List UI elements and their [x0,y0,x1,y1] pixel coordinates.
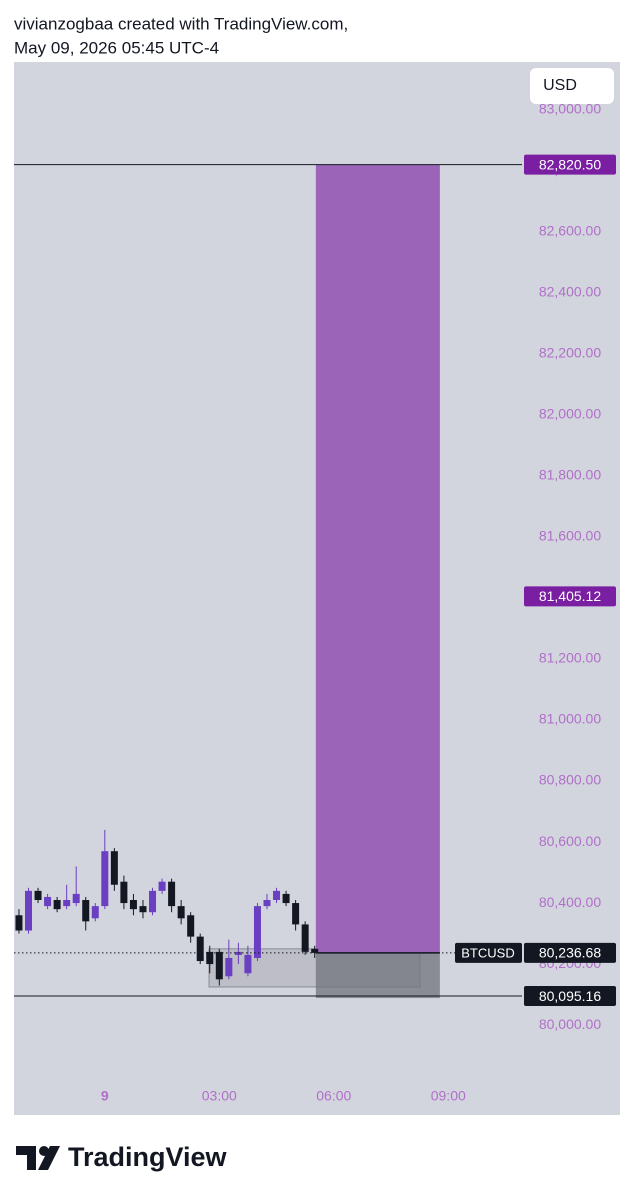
candle-body [215,951,223,980]
y-tick-label: 80,600.00 [539,833,601,849]
logo-text: TradingView [68,1142,228,1172]
price-tag [524,986,616,1007]
y-tick-label: 83,000.00 [539,101,601,117]
candle-body [253,906,261,958]
candle-body [101,851,109,907]
x-tick-label: 09:00 [431,1088,466,1104]
candle-body [63,900,71,907]
header-line: vivianzogbaa created with TradingView.co… [14,14,348,33]
price-tag [524,154,616,175]
y-tick-label: 81,000.00 [539,711,601,727]
symbol-tag [455,942,522,963]
candle-body [91,906,99,919]
x-tick-label: 03:00 [202,1088,237,1104]
candle-body [120,881,128,904]
price-tag [524,586,616,607]
candle-body [72,893,80,904]
candle-body [234,951,242,955]
candle-body [15,915,23,931]
y-tick-label: 81,600.00 [539,528,601,544]
price-tag-label: 80,236.68 [539,945,601,961]
x-tick-label: 9 [101,1088,109,1104]
candle-body [168,881,176,907]
candle-body [110,851,118,885]
candle-body [25,890,33,931]
candle-body [282,893,290,904]
candle-body [244,954,252,974]
candle-body [292,903,300,925]
currency-label: USD [543,77,577,94]
candle-body [301,924,309,952]
chart: 80,000.0080,200.0080,400.0080,600.0080,8… [14,101,616,1104]
candle-body [225,957,233,977]
price-tag-label: 80,095.16 [539,988,601,1004]
price-tag [524,942,616,963]
candle-body [158,881,166,891]
candle-body [82,900,90,922]
stop-zone [315,952,440,999]
candle-body [34,890,42,901]
candle-body [177,906,185,919]
y-tick-label: 81,800.00 [539,467,601,483]
target-zone [315,164,440,953]
candle-body [196,936,204,962]
price-tag-label: 81,405.12 [539,588,601,604]
candle-body [273,890,281,901]
candle-body [139,906,147,913]
candle-body [206,951,214,965]
header-line: May 09, 2026 05:45 UTC-4 [14,38,219,57]
y-tick-label: 80,800.00 [539,772,601,788]
candle-body [53,900,61,910]
y-tick-label: 80,400.00 [539,894,601,910]
y-tick-label: 81,200.00 [539,650,601,666]
y-tick-label: 80,000.00 [539,1016,601,1032]
currency-button[interactable] [530,68,614,104]
candle-body [311,948,319,953]
candle-body [129,900,137,910]
x-tick-label: 06:00 [316,1088,351,1104]
logo-icon [16,1146,60,1170]
candle-body [44,896,52,907]
candle-body [263,900,271,907]
y-tick-label: 82,000.00 [539,406,601,422]
y-tick-label: 82,200.00 [539,345,601,361]
candle-body [187,915,195,937]
symbol-tag-label: BTCUSD [461,945,514,960]
y-tick-label: 82,600.00 [539,223,601,239]
price-tag-label: 82,820.50 [539,156,601,172]
y-tick-label: 82,400.00 [539,284,601,300]
candle-body [149,890,157,913]
